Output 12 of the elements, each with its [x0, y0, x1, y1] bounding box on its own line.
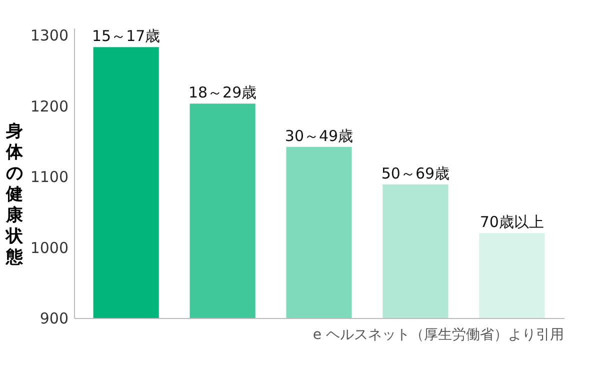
x-tick-label: 15～17歳 — [92, 27, 160, 46]
x-tick-label: 18～29歳 — [188, 84, 257, 102]
y-tick-label: 1300 — [30, 26, 68, 45]
y-tick-label: 1100 — [30, 168, 68, 186]
x-tick-label: 50～69歳 — [381, 164, 450, 182]
text: e ヘルスネット（厚生労働省）より引用 — [312, 327, 564, 343]
x-tick-label: 70歳以上 — [480, 213, 544, 232]
y-tick-label: 1200 — [30, 97, 68, 116]
x-tick-label: 30～49歳 — [284, 126, 354, 145]
y-axis-title: 身体の健康状態 — [5, 122, 24, 268]
y-tick-label: 1000 — [30, 238, 68, 257]
y-tick-label: 900 — [40, 310, 68, 328]
